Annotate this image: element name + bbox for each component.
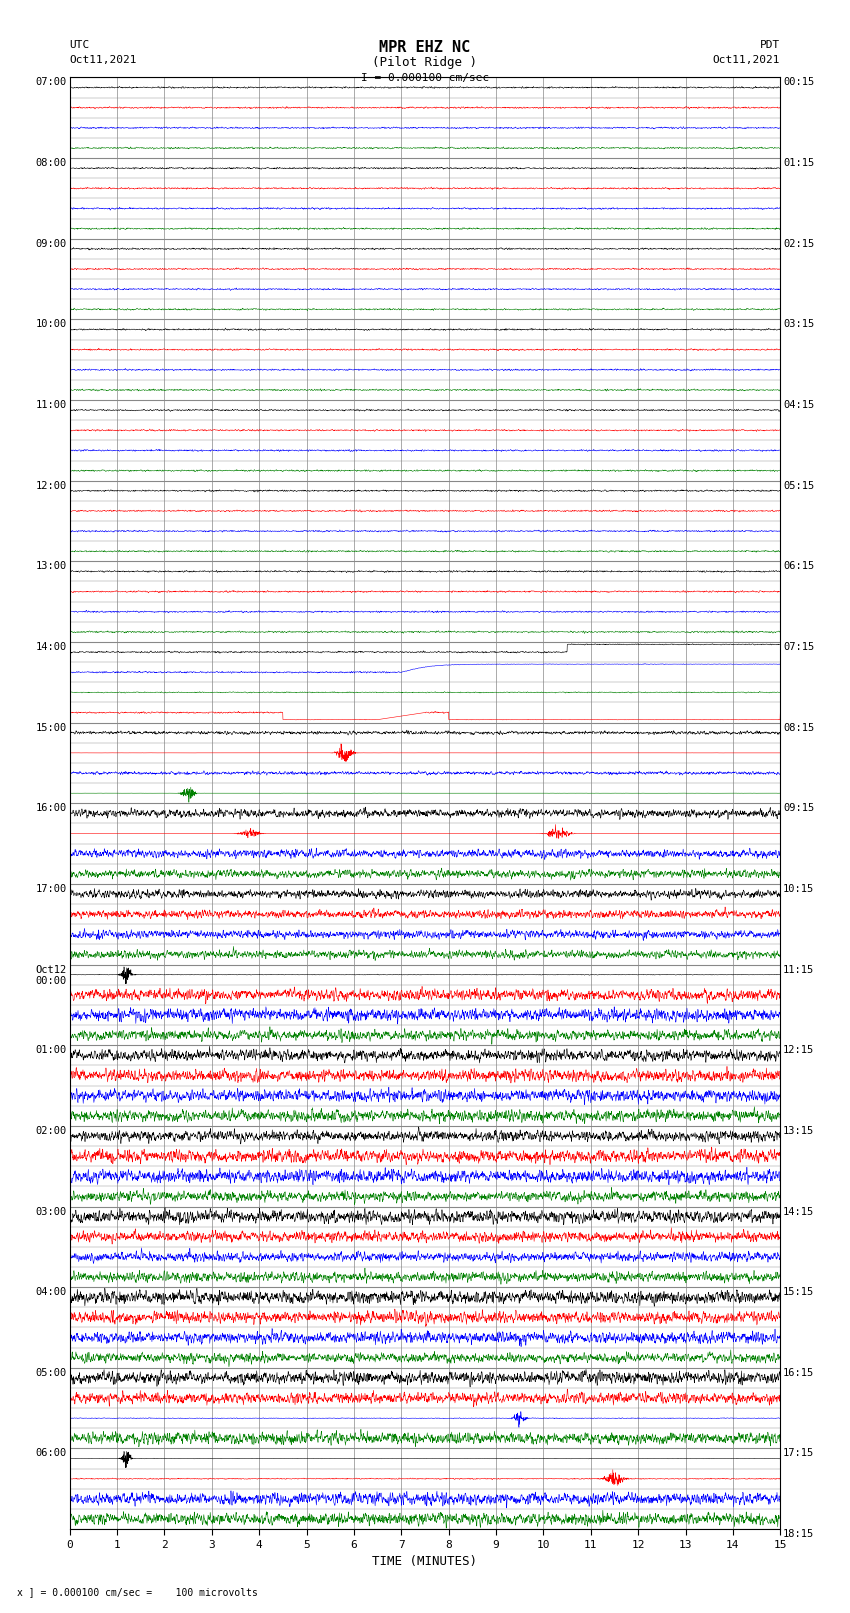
Text: 16:15: 16:15	[783, 1368, 814, 1378]
Text: 01:15: 01:15	[783, 158, 814, 168]
X-axis label: TIME (MINUTES): TIME (MINUTES)	[372, 1555, 478, 1568]
Text: 08:00: 08:00	[36, 158, 67, 168]
Text: 09:00: 09:00	[36, 239, 67, 248]
Text: 00:15: 00:15	[783, 77, 814, 87]
Text: UTC: UTC	[70, 40, 90, 50]
Text: 05:15: 05:15	[783, 481, 814, 490]
Text: 02:00: 02:00	[36, 1126, 67, 1136]
Text: MPR EHZ NC: MPR EHZ NC	[379, 40, 471, 55]
Text: PDT: PDT	[760, 40, 780, 50]
Text: 17:15: 17:15	[783, 1448, 814, 1458]
Text: Oct11,2021: Oct11,2021	[70, 55, 137, 65]
Text: 10:15: 10:15	[783, 884, 814, 894]
Text: 05:00: 05:00	[36, 1368, 67, 1378]
Text: 06:00: 06:00	[36, 1448, 67, 1458]
Text: x ] = 0.000100 cm/sec =    100 microvolts: x ] = 0.000100 cm/sec = 100 microvolts	[17, 1587, 258, 1597]
Text: 15:15: 15:15	[783, 1287, 814, 1297]
Text: 13:00: 13:00	[36, 561, 67, 571]
Text: 12:00: 12:00	[36, 481, 67, 490]
Text: Oct11,2021: Oct11,2021	[713, 55, 780, 65]
Text: 04:15: 04:15	[783, 400, 814, 410]
Text: 04:00: 04:00	[36, 1287, 67, 1297]
Text: 16:00: 16:00	[36, 803, 67, 813]
Text: 10:00: 10:00	[36, 319, 67, 329]
Text: 12:15: 12:15	[783, 1045, 814, 1055]
Text: 07:15: 07:15	[783, 642, 814, 652]
Text: 18:15: 18:15	[783, 1529, 814, 1539]
Text: 06:15: 06:15	[783, 561, 814, 571]
Text: 03:15: 03:15	[783, 319, 814, 329]
Text: I = 0.000100 cm/sec: I = 0.000100 cm/sec	[361, 73, 489, 82]
Text: 02:15: 02:15	[783, 239, 814, 248]
Text: 14:15: 14:15	[783, 1207, 814, 1216]
Text: 11:15: 11:15	[783, 965, 814, 974]
Text: 14:00: 14:00	[36, 642, 67, 652]
Text: 08:15: 08:15	[783, 723, 814, 732]
Text: 07:00: 07:00	[36, 77, 67, 87]
Text: (Pilot Ridge ): (Pilot Ridge )	[372, 56, 478, 69]
Text: Oct12
00:00: Oct12 00:00	[36, 965, 67, 986]
Text: 11:00: 11:00	[36, 400, 67, 410]
Text: 13:15: 13:15	[783, 1126, 814, 1136]
Text: 17:00: 17:00	[36, 884, 67, 894]
Text: 01:00: 01:00	[36, 1045, 67, 1055]
Text: 03:00: 03:00	[36, 1207, 67, 1216]
Text: 15:00: 15:00	[36, 723, 67, 732]
Text: 09:15: 09:15	[783, 803, 814, 813]
